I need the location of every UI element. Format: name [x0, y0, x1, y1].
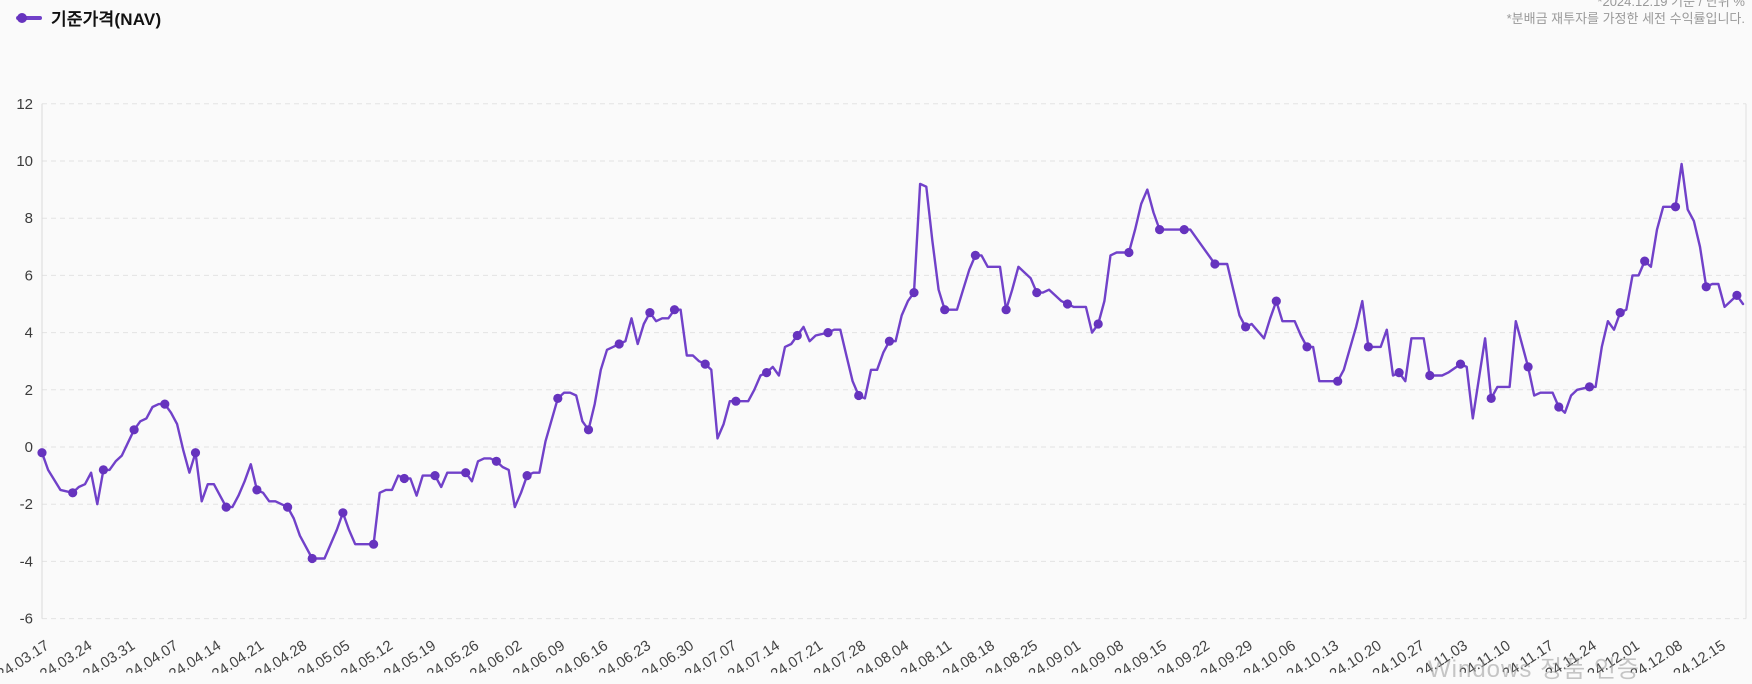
- data-point-marker[interactable]: [762, 368, 772, 378]
- data-point-marker[interactable]: [1554, 402, 1564, 412]
- data-point-marker[interactable]: [1584, 382, 1595, 392]
- data-point-marker[interactable]: [700, 359, 710, 369]
- data-point-marker[interactable]: [1615, 308, 1625, 318]
- data-point-marker[interactable]: [884, 336, 895, 346]
- data-point-marker[interactable]: [283, 502, 293, 512]
- data-point-marker[interactable]: [1241, 322, 1251, 332]
- data-point-marker[interactable]: [1394, 368, 1404, 378]
- data-point-marker[interactable]: [338, 508, 348, 518]
- y-axis-label: 0: [25, 439, 33, 456]
- data-point-marker[interactable]: [98, 465, 108, 475]
- data-point-marker[interactable]: [1062, 299, 1073, 309]
- data-point-marker[interactable]: [1124, 247, 1134, 258]
- data-point-marker[interactable]: [1155, 225, 1165, 235]
- data-point-marker[interactable]: [369, 539, 379, 549]
- y-axis-label: 8: [25, 210, 33, 227]
- data-point-marker[interactable]: [1455, 359, 1466, 369]
- data-point-marker[interactable]: [645, 308, 655, 318]
- data-point-marker[interactable]: [1271, 296, 1281, 306]
- data-point-marker[interactable]: [1179, 225, 1189, 235]
- data-point-marker[interactable]: [491, 456, 501, 466]
- legend-line-marker-icon: [16, 11, 42, 25]
- note-as-of-date: *2024.12.19 기준 / 단위 %: [1597, 0, 1745, 9]
- data-point-marker[interactable]: [1732, 290, 1742, 300]
- data-point-marker[interactable]: [1523, 362, 1533, 372]
- data-point-marker[interactable]: [522, 471, 532, 481]
- y-axis-label: 12: [16, 96, 33, 113]
- data-point-marker[interactable]: [1701, 282, 1711, 292]
- data-point-marker[interactable]: [1032, 288, 1042, 298]
- data-point-marker[interactable]: [307, 553, 317, 564]
- data-point-marker[interactable]: [461, 468, 471, 478]
- data-point-marker[interactable]: [1302, 342, 1312, 352]
- y-axis-label: -4: [20, 553, 33, 570]
- data-point-marker[interactable]: [252, 485, 262, 495]
- y-axis-label: 6: [25, 267, 33, 284]
- data-point-marker[interactable]: [1001, 305, 1011, 315]
- data-point-marker[interactable]: [909, 288, 919, 298]
- legend-series-label: 기준가격(NAV): [51, 10, 162, 29]
- data-point-marker[interactable]: [1640, 256, 1650, 266]
- data-point-marker[interactable]: [823, 328, 833, 338]
- data-point-marker[interactable]: [1333, 376, 1343, 386]
- data-point-marker[interactable]: [190, 448, 201, 458]
- y-axis-label: 4: [25, 325, 33, 342]
- data-point-marker[interactable]: [129, 425, 139, 435]
- data-point-marker[interactable]: [792, 330, 802, 341]
- data-point-marker[interactable]: [221, 502, 231, 512]
- note-disclaimer: *분배금 재투자를 가정한 세전 수익률입니다.: [1506, 11, 1745, 26]
- data-point-marker[interactable]: [1093, 319, 1103, 329]
- data-point-marker[interactable]: [614, 339, 624, 349]
- data-point-marker[interactable]: [1425, 370, 1435, 381]
- data-point-marker[interactable]: [1363, 342, 1373, 352]
- y-axis-label: 10: [16, 153, 33, 170]
- y-axis-label: -6: [20, 611, 33, 628]
- data-point-marker[interactable]: [583, 425, 594, 435]
- chart-legend[interactable]: 기준가격(NAV): [16, 5, 161, 30]
- nav-line: [40, 162, 1745, 560]
- data-point-marker[interactable]: [37, 448, 47, 458]
- y-axis-label: -2: [20, 496, 33, 513]
- chart-notes: *2024.12.19 기준 / 단위 % *분배금 재투자를 가정한 세전 수…: [1507, 0, 1745, 27]
- data-point-marker[interactable]: [430, 471, 440, 481]
- data-point-marker[interactable]: [68, 488, 78, 498]
- data-point-marker[interactable]: [160, 399, 170, 409]
- data-point-marker[interactable]: [1210, 259, 1220, 269]
- data-point-marker[interactable]: [1670, 202, 1681, 212]
- windows-activation-watermark: Windows 정품 인증: [1428, 656, 1641, 683]
- data-point-marker[interactable]: [731, 396, 741, 406]
- y-axis-label: 2: [25, 382, 33, 399]
- data-point-marker[interactable]: [669, 305, 680, 315]
- data-point-marker[interactable]: [399, 473, 409, 484]
- data-point-marker[interactable]: [1486, 393, 1496, 403]
- data-point-marker[interactable]: [854, 390, 864, 401]
- data-point-marker[interactable]: [970, 250, 981, 260]
- data-point-marker[interactable]: [940, 305, 950, 315]
- data-point-marker[interactable]: [553, 393, 563, 403]
